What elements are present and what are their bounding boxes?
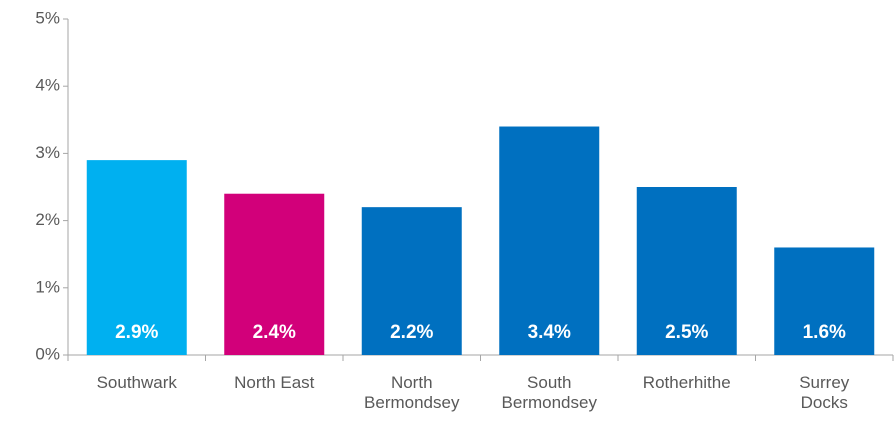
data-label: 2.9% xyxy=(115,322,158,343)
y-tick-label: 3% xyxy=(35,143,60,162)
y-tick-label: 2% xyxy=(35,210,60,229)
y-tick-label: 1% xyxy=(35,277,60,296)
data-label: 1.6% xyxy=(803,322,846,343)
x-tick-label: Southwark xyxy=(96,373,177,392)
bar xyxy=(499,126,600,356)
data-label: 2.4% xyxy=(253,322,296,343)
y-tick-label: 0% xyxy=(35,344,60,363)
bar xyxy=(224,193,325,355)
bar xyxy=(86,160,187,355)
data-label: 2.2% xyxy=(390,322,433,343)
x-tick-label: South Bermondsey xyxy=(501,373,597,412)
data-label: 2.5% xyxy=(665,322,708,343)
x-tick-label: Rotherhithe xyxy=(642,373,731,392)
bar xyxy=(361,207,462,355)
y-tick-label: 5% xyxy=(35,8,60,27)
y-tick-label: 4% xyxy=(35,76,60,95)
x-tick-label: Surrey Docks xyxy=(799,373,850,412)
x-tick-label: North Bermondsey xyxy=(364,373,460,412)
bar xyxy=(774,247,875,355)
data-label: 3.4% xyxy=(528,322,571,343)
bar xyxy=(636,187,737,355)
x-tick-label: North East xyxy=(234,373,315,392)
